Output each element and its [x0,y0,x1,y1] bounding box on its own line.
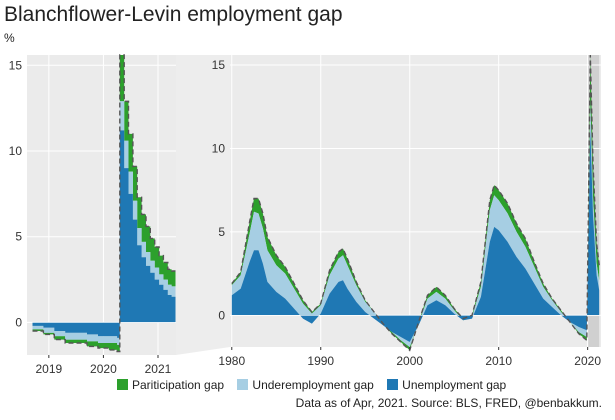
chart-title: Blanchflower-Levin employment gap [4,3,343,26]
x-tick-label: 2019 [35,362,62,376]
x-tick-label: 1980 [218,354,245,368]
y-unit-label: % [4,31,15,45]
legend-swatch-unemployment [387,379,399,390]
legend-swatch-participation [117,379,128,390]
x-tick-label: 2020 [574,354,601,368]
y-tick-label: 15 [212,58,226,72]
y-tick-label: 5 [218,225,225,239]
legend-item-participation: Pariticipation gap [117,378,224,392]
legend-swatch-underemployment [237,379,249,390]
legend-label-underemployment: Underemployment gap [252,378,374,392]
legend-label-unemployment: Unemployment gap [402,378,507,392]
y-tick-label: 15 [9,58,23,72]
panel-zoom: 0 5 10 15 2019 2020 2021 [9,54,176,376]
legend-item-unemployment: Unemployment gap [387,378,506,392]
area-unemployment-full [231,128,600,342]
x-tick-label: 2010 [485,354,512,368]
y-tick-label: 10 [212,141,226,155]
legend-label-participation: Pariticipation gap [132,378,225,392]
y-tick-label: 10 [9,144,23,158]
area-unemployment-zoom [32,130,176,338]
source-note: Data as of Apr, 2021. Source: BLS, FRED,… [295,396,602,410]
y-tick-label: 5 [15,230,22,244]
total-gap-line-zoom [32,54,176,353]
x-tick-label: 2020 [90,362,117,376]
legend-item-underemployment: Underemployment gap [237,378,374,392]
total-gap-line-full [231,54,600,352]
x-tick-label: 1990 [307,354,334,368]
zoom-connector [176,55,230,355]
y-tick-label: 0 [15,315,22,329]
legend: Pariticipation gap Underemployment gap U… [117,378,516,392]
y-tick-label: 0 [218,308,225,322]
x-tick-label: 2000 [396,354,423,368]
x-tick-label: 2021 [145,362,172,376]
panel-full: 0 5 10 15 1980 1990 2000 2010 2020 [212,54,601,368]
